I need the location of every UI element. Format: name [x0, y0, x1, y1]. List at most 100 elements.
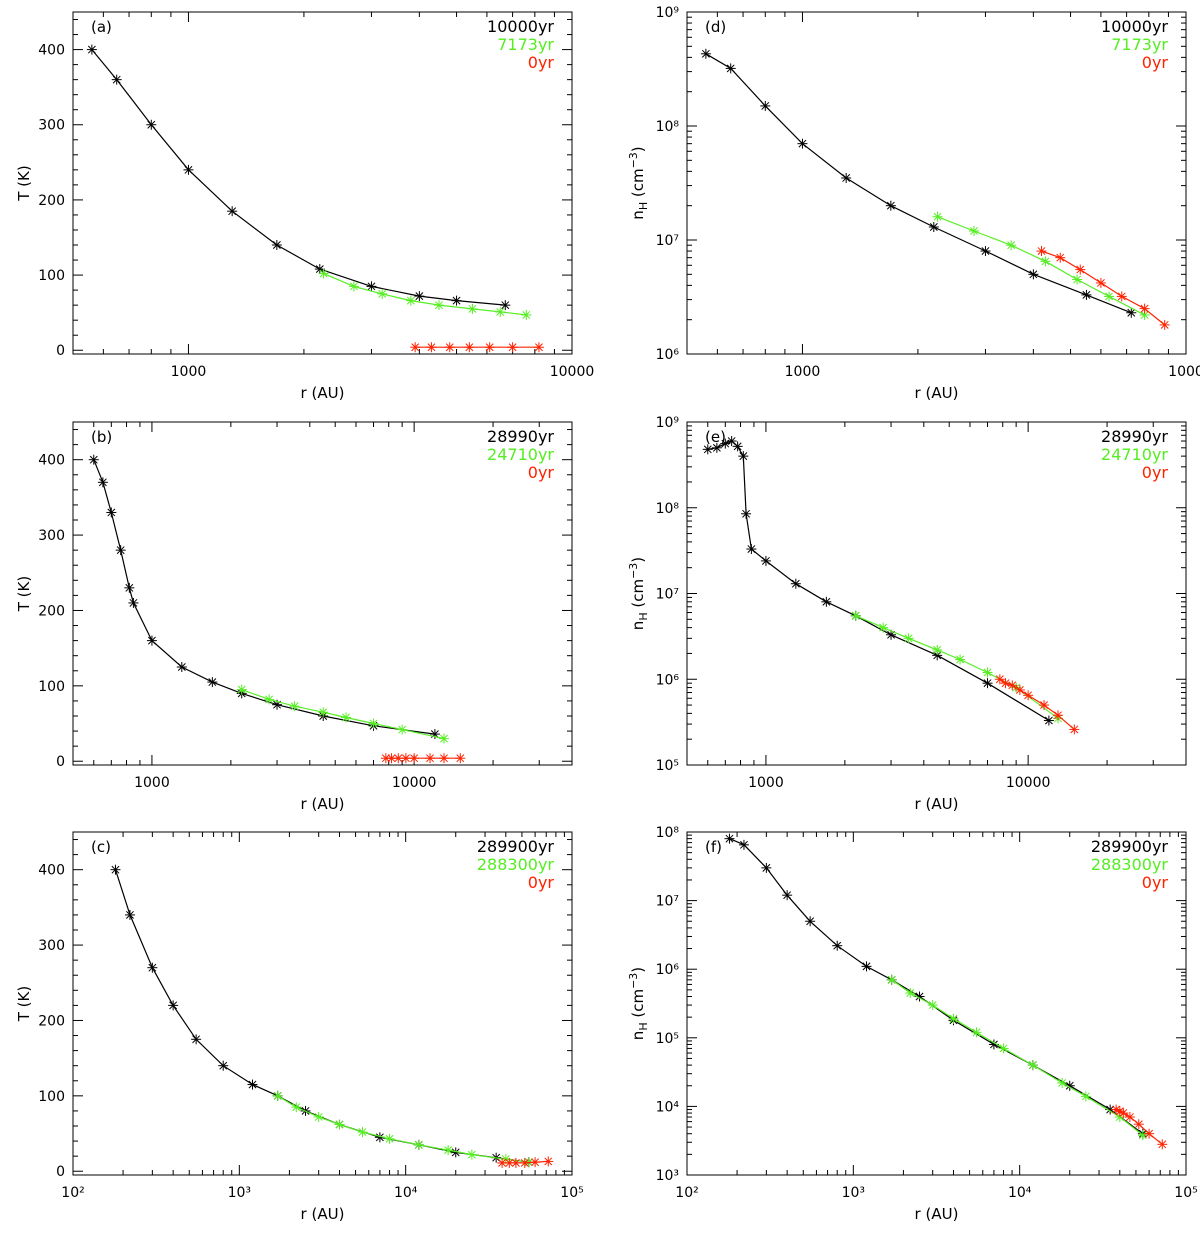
data-point [968, 225, 979, 236]
data-point [1124, 1112, 1135, 1123]
data-point [414, 291, 425, 302]
data-point [1069, 724, 1080, 735]
y-axis-title: nH (cm−3) [627, 146, 650, 219]
legend-entry: 7173yr [497, 35, 554, 54]
legend-entry: 10000yr [487, 17, 554, 36]
data-point [405, 295, 416, 306]
data-point [1053, 710, 1064, 721]
panel-label-f: (f) [705, 838, 722, 856]
data-point [384, 1133, 395, 1144]
data-point [878, 622, 889, 633]
data-point [271, 240, 282, 251]
data-point [982, 678, 993, 689]
data-point [1133, 1119, 1144, 1130]
data-point [726, 436, 737, 447]
legend-entry: 288300yr [477, 855, 555, 874]
y-tick-label: 100 [38, 268, 65, 284]
data-point [1159, 319, 1170, 330]
x-tick-label: 10000 [1006, 775, 1051, 791]
data-point [455, 753, 466, 764]
data-point [790, 578, 801, 589]
panel-d: 1000 1000 10⁶ 10⁷ 10⁸ 10⁹ r (AU) nH (cm−3) (d) 10… [627, 5, 1200, 402]
legend-entry: 24710yr [1101, 445, 1168, 464]
panel-label-a: (a) [91, 18, 112, 36]
data-point [797, 138, 808, 149]
series-line-28990yr [707, 440, 1050, 722]
data-point [1116, 291, 1127, 302]
data-point [146, 635, 157, 646]
data-point [519, 1157, 530, 1168]
legend-entry: 28990yr [487, 427, 554, 446]
plot-area [86, 44, 544, 353]
data-point [106, 507, 117, 518]
panel-b: 1000 10000 0 100 200 300 400 r (AU) T (K) (b) 2899… [15, 421, 573, 813]
y-tick-label: 10⁹ [656, 5, 680, 21]
data-point [313, 1111, 324, 1122]
plot-frame [72, 831, 573, 1176]
plot-frame [686, 831, 1187, 1176]
data-point [484, 342, 495, 353]
data-point [289, 701, 300, 712]
legend-entry: 0yr [1142, 873, 1169, 892]
data-point [393, 753, 404, 764]
panel-label-c: (c) [91, 838, 111, 856]
y-tick-label: 10⁶ [656, 962, 680, 978]
data-point [183, 164, 194, 175]
data-point [971, 1027, 982, 1038]
data-point [955, 654, 966, 665]
y-tick-label: 10⁸ [656, 501, 680, 517]
data-point [1023, 690, 1034, 701]
x-tick-label: 10⁴ [1008, 1185, 1032, 1201]
data-point [1072, 274, 1083, 285]
y-tick-label: 300 [38, 938, 65, 954]
data-point [1137, 1130, 1148, 1141]
data-point [982, 667, 993, 678]
data-point [426, 342, 437, 353]
data-point [207, 677, 218, 688]
data-point [1139, 303, 1150, 314]
y-tick-label: 10⁶ [656, 672, 680, 688]
data-point [1057, 1077, 1068, 1088]
y-tick-label: 400 [38, 863, 65, 879]
plot-area [88, 454, 466, 764]
data-point [1040, 256, 1051, 267]
data-point [980, 246, 991, 257]
x-tick-label: 10⁵ [1174, 1185, 1197, 1201]
legend-entry: 28990yr [1101, 427, 1168, 446]
data-point [1028, 269, 1039, 280]
x-axis-title: r (AU) [915, 384, 959, 402]
data-point [115, 545, 126, 556]
data-point [711, 442, 722, 453]
y-tick-label: 10⁸ [656, 825, 680, 841]
y-tick-label: 100 [38, 679, 65, 695]
data-point [760, 555, 771, 566]
y-tick-label: 10³ [656, 1168, 679, 1184]
data-point [932, 644, 943, 655]
series-line-28990yr [93, 459, 435, 735]
y-axis-title: T (K) [15, 986, 33, 1022]
data-point [341, 712, 352, 723]
y-tick-label: 200 [38, 603, 65, 619]
y-tick-label: 400 [38, 453, 65, 469]
data-point [318, 268, 329, 279]
data-point [318, 707, 329, 718]
data-point [932, 211, 943, 222]
data-point [738, 839, 749, 850]
legend-entry: 0yr [1142, 53, 1169, 72]
data-point [467, 303, 478, 314]
data-point [746, 544, 757, 555]
y-tick-label: 10⁷ [656, 587, 679, 603]
data-point [507, 342, 518, 353]
data-point [1080, 1091, 1091, 1102]
y-tick-label: 300 [38, 118, 65, 134]
data-point [850, 610, 861, 621]
plot-frame [686, 11, 1187, 355]
data-point [291, 1102, 302, 1113]
legend-entry: 24710yr [487, 445, 554, 464]
data-point [176, 662, 187, 672]
data-point [88, 454, 99, 465]
data-point [1075, 264, 1086, 275]
y-tick-label: 0 [56, 343, 65, 359]
